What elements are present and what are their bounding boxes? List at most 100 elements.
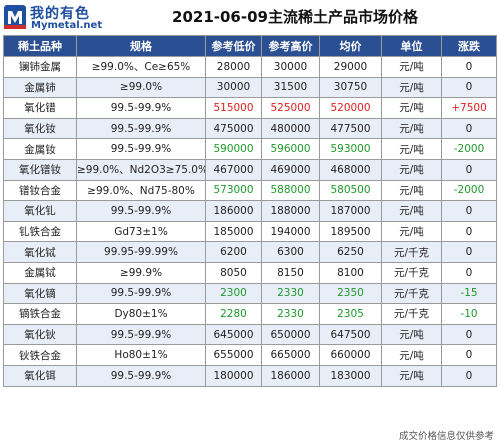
logo-english-text: Mymetal.net bbox=[31, 20, 103, 31]
cell-unit: 元/千克 bbox=[381, 303, 442, 325]
cell-variety: 金属钕 bbox=[3, 138, 77, 160]
table-row: 氧化钕 99.5-99.9% 475000 480000 477500 元/吨 0 bbox=[3, 117, 497, 140]
table-row: 钆铁合金 Gd73±1% 185000 194000 189500 元/吨 0 bbox=[3, 220, 497, 243]
cell-spec: ≥99.0%、Nd2O3≥75.0% bbox=[76, 158, 206, 181]
cell-change: -2000 bbox=[441, 179, 497, 202]
cell-variety: 氧化镝 bbox=[3, 282, 77, 305]
cell-high-price: 8150 bbox=[261, 261, 320, 284]
cell-high-price: 665000 bbox=[261, 344, 320, 366]
cell-spec: Dy80±1% bbox=[76, 303, 206, 325]
table-row: 镧铈金属 ≥99.0%、Ce≥65% 28000 30000 29000 元/吨 0 bbox=[3, 56, 497, 78]
cell-unit: 元/千克 bbox=[381, 261, 442, 284]
cell-unit: 元/吨 bbox=[381, 200, 442, 222]
table-row: 氧化镨 99.5-99.9% 515000 525000 520000 元/吨 +7500 bbox=[3, 97, 497, 119]
cell-spec: Gd73±1% bbox=[76, 220, 206, 243]
cell-low-price: 6200 bbox=[205, 241, 262, 263]
cell-unit: 元/千克 bbox=[381, 282, 442, 305]
cell-avg-price: 189500 bbox=[319, 220, 382, 243]
col-header-high: 参考高价 bbox=[261, 35, 320, 57]
table-row: 镨钕合金 ≥99.0%、Nd75-80% 573000 588000 580500 元/吨… bbox=[3, 179, 497, 202]
logo-mark-icon bbox=[4, 5, 26, 29]
cell-low-price: 180000 bbox=[205, 364, 262, 387]
cell-change: 0 bbox=[441, 241, 497, 263]
price-table: 稀土品种 规格 参考低价 参考高价 均价 单位 涨跌 镧铈金属 ≥99.0%、Ce… bbox=[3, 35, 497, 387]
table-row: 金属钕 99.5-99.9% 590000 596000 593000 元/吨 -2000 bbox=[3, 138, 497, 160]
logo-chinese-text: 我的有色 bbox=[30, 6, 90, 22]
cell-spec: ≥99.9% bbox=[76, 261, 206, 284]
table-row: 氧化铽 99.95-99.99% 6200 6300 6250 元/千克 0 bbox=[3, 241, 497, 263]
cell-change: 0 bbox=[441, 364, 497, 387]
col-header-unit: 单位 bbox=[381, 35, 442, 57]
table-header-row: 稀土品种 规格 参考低价 参考高价 均价 单位 涨跌 bbox=[3, 35, 497, 57]
cell-low-price: 515000 bbox=[205, 97, 262, 119]
cell-low-price: 185000 bbox=[205, 220, 262, 243]
col-header-variety: 稀土品种 bbox=[3, 35, 77, 57]
col-header-low: 参考低价 bbox=[205, 35, 262, 57]
cell-spec: 99.5-99.9% bbox=[76, 282, 206, 305]
cell-avg-price: 477500 bbox=[319, 117, 382, 140]
cell-low-price: 28000 bbox=[205, 56, 262, 78]
table-row: 金属铽 ≥99.9% 8050 8150 8100 元/千克 0 bbox=[3, 261, 497, 284]
cell-unit: 元/千克 bbox=[381, 241, 442, 263]
cell-low-price: 30000 bbox=[205, 76, 262, 99]
cell-spec: 99.95-99.99% bbox=[76, 241, 206, 263]
cell-variety: 镝铁合金 bbox=[3, 303, 77, 325]
cell-low-price: 590000 bbox=[205, 138, 262, 160]
cell-spec: 99.5-99.9% bbox=[76, 323, 206, 346]
cell-change: 0 bbox=[441, 158, 497, 181]
cell-avg-price: 593000 bbox=[319, 138, 382, 160]
cell-high-price: 2330 bbox=[261, 282, 320, 305]
cell-avg-price: 580500 bbox=[319, 179, 382, 202]
cell-low-price: 186000 bbox=[205, 200, 262, 222]
cell-variety: 金属铽 bbox=[3, 261, 77, 284]
col-header-avg: 均价 bbox=[319, 35, 382, 57]
cell-variety: 氧化铽 bbox=[3, 241, 77, 263]
cell-low-price: 645000 bbox=[205, 323, 262, 346]
cell-low-price: 2280 bbox=[205, 303, 262, 325]
cell-low-price: 467000 bbox=[205, 158, 262, 181]
cell-low-price: 2300 bbox=[205, 282, 262, 305]
cell-high-price: 194000 bbox=[261, 220, 320, 243]
cell-high-price: 31500 bbox=[261, 76, 320, 99]
cell-high-price: 186000 bbox=[261, 364, 320, 387]
cell-avg-price: 6250 bbox=[319, 241, 382, 263]
cell-unit: 元/吨 bbox=[381, 97, 442, 119]
cell-unit: 元/吨 bbox=[381, 138, 442, 160]
cell-high-price: 188000 bbox=[261, 200, 320, 222]
cell-unit: 元/吨 bbox=[381, 76, 442, 99]
cell-high-price: 469000 bbox=[261, 158, 320, 181]
cell-spec: 99.5-99.9% bbox=[76, 117, 206, 140]
cell-variety: 氧化镨 bbox=[3, 97, 77, 119]
cell-avg-price: 468000 bbox=[319, 158, 382, 181]
cell-change: 0 bbox=[441, 117, 497, 140]
table-row: 氧化铒 99.5-99.9% 180000 186000 183000 元/吨 0 bbox=[3, 364, 497, 387]
cell-variety: 氧化钆 bbox=[3, 200, 77, 222]
cell-change: +7500 bbox=[441, 97, 497, 119]
page-title: 2021-06-09主流稀土产品市场价格 bbox=[172, 8, 418, 26]
table-row: 氧化镨钕 ≥99.0%、Nd2O3≥75.0% 467000 469000 468000… bbox=[3, 158, 497, 181]
cell-avg-price: 187000 bbox=[319, 200, 382, 222]
cell-spec: 99.5-99.9% bbox=[76, 138, 206, 160]
cell-variety: 氧化钕 bbox=[3, 117, 77, 140]
cell-change: 0 bbox=[441, 344, 497, 366]
table-row: 钬铁合金 Ho80±1% 655000 665000 660000 元/吨 0 bbox=[3, 344, 497, 366]
cell-avg-price: 30750 bbox=[319, 76, 382, 99]
cell-avg-price: 520000 bbox=[319, 97, 382, 119]
cell-avg-price: 647500 bbox=[319, 323, 382, 346]
table-row: 氧化镝 99.5-99.9% 2300 2330 2350 元/千克 -15 bbox=[3, 282, 497, 305]
cell-avg-price: 8100 bbox=[319, 261, 382, 284]
disclaimer-footer: 成交价格信息仅供参考 bbox=[398, 431, 494, 442]
cell-change: 0 bbox=[441, 56, 497, 78]
cell-high-price: 588000 bbox=[261, 179, 320, 202]
cell-variety: 氧化镨钕 bbox=[3, 158, 77, 181]
cell-variety: 氧化钬 bbox=[3, 323, 77, 346]
cell-unit: 元/吨 bbox=[381, 56, 442, 78]
cell-spec: 99.5-99.9% bbox=[76, 97, 206, 119]
cell-spec: ≥99.0%、Ce≥65% bbox=[76, 56, 206, 78]
cell-low-price: 573000 bbox=[205, 179, 262, 202]
cell-unit: 元/吨 bbox=[381, 220, 442, 243]
cell-low-price: 475000 bbox=[205, 117, 262, 140]
cell-change: -2000 bbox=[441, 138, 497, 160]
mymetal-logo[interactable]: 我的有色 Mymetal.net bbox=[3, 2, 113, 33]
cell-avg-price: 660000 bbox=[319, 344, 382, 366]
